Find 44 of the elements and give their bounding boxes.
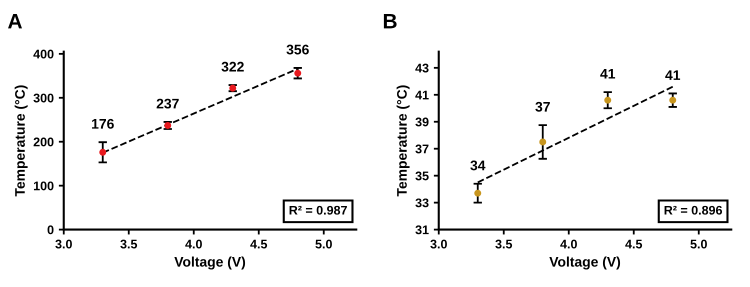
annotation: R² = 0.987: [290, 206, 347, 215]
x-tick-label: 4.5: [625, 240, 642, 249]
chart-title: B: [384, 14, 397, 28]
x-tick-label: 3.5: [120, 240, 138, 249]
y-tick-label: 300: [33, 94, 54, 102]
x-tick-label: 3.0: [55, 240, 72, 249]
x-tick-label: 5.0: [690, 240, 707, 249]
y-tick-label: 100: [34, 181, 54, 190]
data-label: 237: [156, 98, 179, 109]
data-label: 34: [470, 160, 486, 170]
y-axis-title: Temperature (°C): [396, 85, 410, 196]
annotation: R² = 0.896: [664, 206, 722, 215]
point: [99, 148, 106, 156]
x-axis-title: Voltage (V): [174, 256, 246, 270]
x-tick-label: 3.0: [430, 240, 447, 249]
y-tick-label: 41: [415, 90, 429, 100]
y-tick-label: 39: [415, 118, 429, 126]
x-axis-title: Voltage (V): [549, 256, 620, 270]
x-tick-label: 3.5: [495, 240, 512, 249]
data-label: 176: [92, 118, 114, 129]
x-tick-label: 5.0: [315, 240, 332, 249]
y-tick-label: 37: [415, 144, 428, 154]
y-axis-title: Temperature (°C): [14, 85, 28, 196]
data-label: 41: [600, 68, 616, 79]
data-label: 37: [535, 102, 550, 112]
data-label: 41: [665, 70, 680, 80]
y-tick-label: 400: [33, 50, 54, 59]
chart-title: A: [8, 14, 22, 28]
point: [474, 190, 482, 197]
x-tick-label: 4.0: [560, 240, 577, 249]
y-tick-label: 35: [415, 171, 429, 180]
x-tick-label: 4.5: [250, 240, 268, 249]
point: [539, 138, 546, 146]
point: [604, 96, 612, 104]
y-tick-label: 31: [415, 225, 429, 234]
y-tick-label: 33: [415, 198, 429, 208]
y-tick-label: 200: [34, 138, 54, 146]
data-label: 356: [286, 44, 309, 55]
point: [294, 70, 302, 77]
point: [669, 96, 676, 104]
x-tick-label: 4.0: [185, 240, 202, 249]
y-tick-label: 0: [48, 225, 54, 234]
data-label: 322: [221, 62, 244, 72]
y-tick-label: 43: [415, 64, 429, 73]
